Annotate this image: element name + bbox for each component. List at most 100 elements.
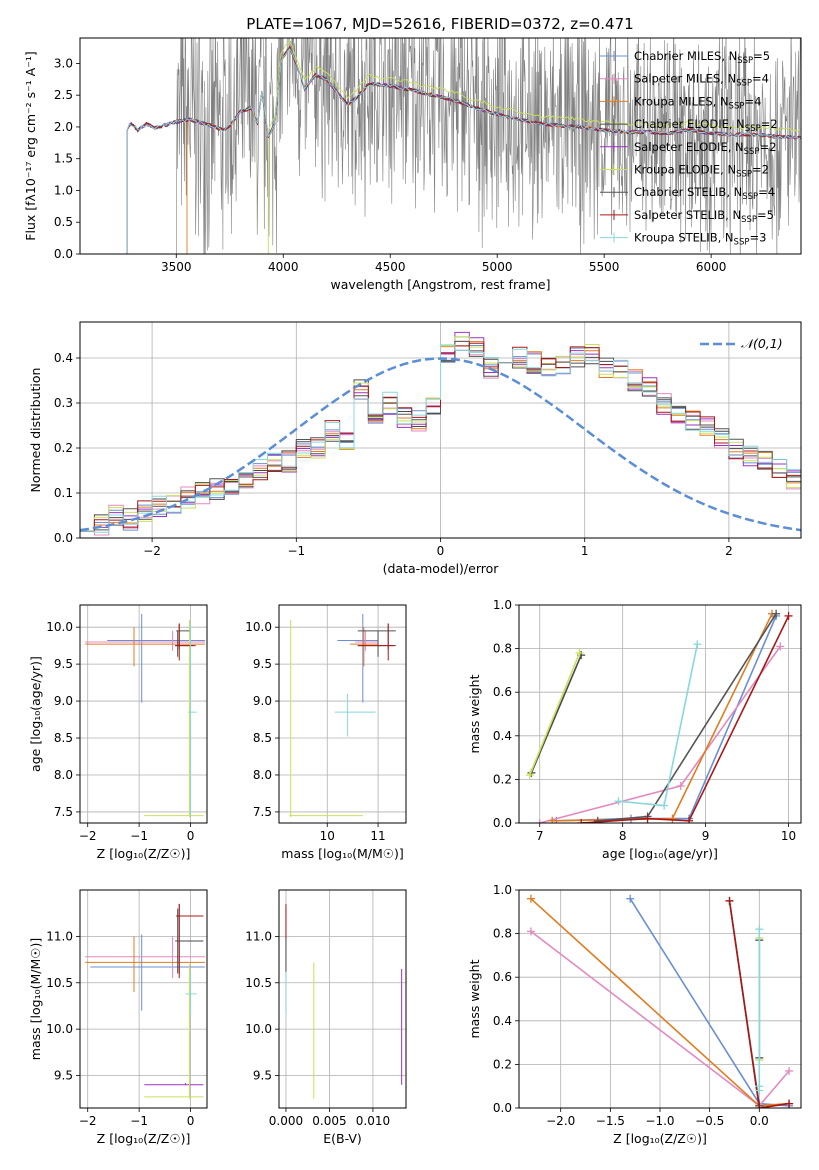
x-tick-label: 10 <box>781 829 796 843</box>
y-tick-label: 0.4 <box>493 729 512 743</box>
observed-spectrum-line <box>176 38 801 254</box>
residual-histogram-step <box>80 340 801 536</box>
x-axis-label: Z [log₁₀(Z/Z☉)] <box>613 1131 707 1146</box>
y-axis-label: Normed distribution <box>28 368 43 493</box>
x-tick-label: 0 <box>187 829 195 843</box>
plot-area <box>80 331 801 536</box>
legend-entry: Salpeter MILES, NSSP=4 <box>634 72 769 89</box>
legend-nssp-value: =2 <box>760 140 777 154</box>
y-tick-label: 2.5 <box>54 88 73 102</box>
y-tick-label: 0.2 <box>493 1057 512 1071</box>
y-tick-label: 8.0 <box>54 768 73 782</box>
y-tick-label: 1.0 <box>54 183 73 197</box>
x-tick-label: 4500 <box>375 260 406 274</box>
y-tick-label: 0.2 <box>493 772 512 786</box>
legend-entry: Kroupa ELODIE, NSSP=2 <box>634 163 769 180</box>
y-tick-label: 0.5 <box>54 215 73 229</box>
y-tick-label: 9.0 <box>253 694 272 708</box>
panel-weight-vs-Z: −2.0 −1.5 −1.0 −0.5 0.0 0.0 0.2 0.4 0.6 0.8 1.0 Z [… <box>467 883 802 1146</box>
legend-entry: Chabrier MILES, NSSP=5 <box>634 49 770 66</box>
x-tick-label: −1 <box>130 1114 148 1128</box>
residual-histogram-step <box>80 336 801 532</box>
y-tick-label: 10.0 <box>46 620 73 634</box>
normal-legend-label: 𝒩(0,1) <box>741 336 783 351</box>
y-axis-label: mass [log₁₀(M/M☉)] <box>28 938 43 1060</box>
y-tick-label: 8.5 <box>253 731 272 745</box>
x-tick-label: −2 <box>79 829 97 843</box>
x-tick-label: 0 <box>187 1114 195 1128</box>
y-tick-label: 0.6 <box>493 970 512 984</box>
mass-weight-line <box>728 900 790 1108</box>
legend-model-name: Kroupa MILES, N <box>634 94 729 108</box>
mass-weight-line <box>530 654 582 774</box>
legend-entry: Kroupa MILES, NSSP=4 <box>634 94 761 111</box>
legend-model-name: Kroupa STELIB, N <box>634 231 734 245</box>
x-tick-label: −2 <box>143 544 161 558</box>
y-tick-label: 0.3 <box>54 396 73 410</box>
axes-frame <box>278 889 407 1109</box>
y-tick-label: 0.0 <box>54 531 73 545</box>
y-tick-label: 2.0 <box>54 120 73 134</box>
legend-nssp-value: =4 <box>744 94 761 108</box>
y-axis-label: Flux [fλ10⁻¹⁷ erg cm⁻² s⁻¹ A⁻¹] <box>23 51 38 240</box>
legend-nssp-sub: SSP <box>744 147 760 157</box>
x-tick-label: −1.5 <box>596 1114 625 1128</box>
legend-nssp-value: =4 <box>752 72 769 86</box>
y-axis-label: age [log₁₀(age/yr)] <box>28 656 43 772</box>
axes-frame <box>518 604 802 824</box>
x-tick-label: 0.005 <box>312 1114 346 1128</box>
panel-age-vs-Z: −2 −1 0 7.5 8.0 8.5 9.0 9.5 10.0 Z [log₁₀(Z/Z☉)] a… <box>28 604 208 861</box>
x-axis-label: E(B-V) <box>323 1131 362 1146</box>
y-tick-label: 0.2 <box>54 441 73 455</box>
legend-model-name: Chabrier ELODIE, N <box>634 117 745 131</box>
y-tick-label: 0.8 <box>493 927 512 941</box>
legend-nssp-sub: SSP <box>737 56 753 66</box>
x-tick-label: −0.5 <box>695 1114 724 1128</box>
plot-area <box>80 38 801 254</box>
y-tick-label: 0.0 <box>493 1101 512 1115</box>
legend-nssp-sub: SSP <box>745 124 761 134</box>
y-tick-label: 7.5 <box>54 805 73 819</box>
legend-nssp-sub: SSP <box>736 170 752 180</box>
model-spectrum-line <box>80 39 801 254</box>
y-tick-label: 10.0 <box>46 1022 73 1036</box>
x-tick-label: 1 <box>581 544 589 558</box>
mass-weight-line <box>529 652 581 776</box>
x-axis-label: wavelength [Angstrom, rest frame] <box>330 277 550 292</box>
legend-nssp-value: =4 <box>758 185 775 199</box>
y-tick-label: 9.5 <box>253 657 272 671</box>
legend-nssp-sub: SSP <box>736 79 752 89</box>
legend-nssp-value: =2 <box>752 163 769 177</box>
figure-title: PLATE=1067, MJD=52616, FIBERID=0372, z=0… <box>246 15 633 33</box>
panel-mass-vs-Z: −2 −1 0 9.5 10.0 10.5 11.0 Z [log₁₀(Z/Z☉)] mass … <box>28 889 208 1146</box>
residual-histogram-step <box>80 344 801 533</box>
x-axis-label: Z [log₁₀(Z/Z☉)] <box>97 1131 191 1146</box>
y-tick-label: 0.1 <box>54 486 73 500</box>
legend-model-name: Salpeter MILES, N <box>634 72 736 86</box>
y-tick-label: 10.0 <box>245 1022 272 1036</box>
legend-nssp-value: =5 <box>753 49 770 63</box>
x-tick-label: 3500 <box>161 260 192 274</box>
x-tick-label: 2 <box>725 544 733 558</box>
y-tick-label: 9.5 <box>54 657 73 671</box>
x-axis-label: Z [log₁₀(Z/Z☉)] <box>97 846 191 861</box>
plot-area <box>289 613 396 818</box>
normal-distribution-curve <box>80 357 801 532</box>
x-axis-label: age [log₁₀(age/yr)] <box>602 846 718 861</box>
y-tick-label: 9.5 <box>253 1069 272 1083</box>
y-tick-label: 8.0 <box>253 768 272 782</box>
legend-nssp-value: =5 <box>757 208 774 222</box>
y-tick-label: 9.0 <box>54 694 73 708</box>
residual-histogram-step <box>80 340 801 532</box>
axes-frame <box>79 604 208 824</box>
panel-mass-vs-EBV: 0.000 0.005 0.010 9.5 10.0 10.5 11.0 E(B-V) <box>245 889 407 1146</box>
axes-frame <box>79 37 802 255</box>
legend-model-name: Chabrier STELIB, N <box>634 185 742 199</box>
y-tick-label: 0.0 <box>54 247 73 261</box>
legend-entry: Chabrier STELIB, NSSP=4 <box>634 185 775 202</box>
x-tick-label: 0.0 <box>750 1114 769 1128</box>
y-tick-label: 0.0 <box>493 816 512 830</box>
x-tick-label: −1 <box>130 829 148 843</box>
legend-entry: Salpeter ELODIE, NSSP=2 <box>634 140 777 157</box>
